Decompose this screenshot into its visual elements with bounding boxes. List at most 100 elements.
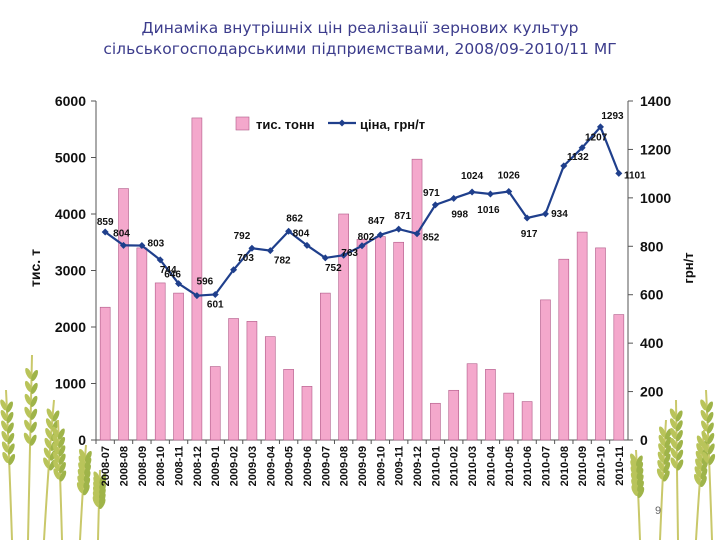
x-tick-label: 2009-03	[247, 446, 259, 486]
price-data-label: 859	[97, 217, 114, 228]
price-data-label: 763	[341, 248, 358, 259]
wheat-grain	[93, 471, 101, 483]
bar	[209, 366, 221, 441]
wheat-grain	[78, 448, 86, 461]
wheat-grain	[699, 475, 707, 488]
price-point	[578, 144, 586, 152]
wheat-grain	[45, 428, 53, 440]
wheat-grain	[7, 432, 15, 445]
wheat-grain	[77, 468, 85, 480]
wheat-grain	[24, 393, 32, 405]
wheat-grain	[700, 399, 708, 411]
right-tick-label: 600	[640, 287, 664, 303]
x-tick-label: 2009-08	[339, 446, 351, 486]
data-labels: 8598048037446465966017037927828628047527…	[97, 111, 646, 311]
wheat-grain	[669, 418, 677, 430]
bar	[283, 369, 294, 441]
wheat-grain	[93, 476, 101, 488]
x-tick-label: 2008-08	[119, 446, 131, 486]
wheat-grain	[43, 447, 51, 459]
x-tick-label: 2010-08	[559, 446, 571, 486]
wheat-grain	[657, 451, 665, 463]
x-tick-label: 2008-07	[100, 446, 112, 486]
right-tick-label: 0	[640, 432, 648, 448]
bar-series	[99, 117, 625, 441]
wheat-grain	[702, 451, 710, 464]
wheat-grain	[57, 428, 65, 440]
price-data-label: 601	[207, 299, 224, 310]
price-point	[120, 241, 128, 249]
x-tick-label: 2009-12	[412, 446, 424, 486]
x-tick-label: 2008-12	[192, 446, 204, 486]
price-data-label: 1293	[601, 111, 624, 122]
bar	[613, 314, 625, 441]
price-point	[266, 247, 274, 255]
price-point	[450, 194, 458, 202]
price-data-label: 1101	[624, 170, 646, 181]
wheat-grain	[693, 473, 701, 486]
wheat-grain	[6, 401, 14, 413]
wheat-grain	[92, 486, 100, 498]
bar	[356, 239, 368, 441]
price-data-label: 804	[293, 228, 310, 239]
price-data-label: 971	[423, 188, 440, 199]
price-data-label: 1026	[498, 171, 521, 182]
price-data-label: 802	[358, 232, 375, 243]
wheat-grain	[675, 420, 683, 432]
wheat-grain	[708, 453, 716, 466]
price-point	[101, 228, 109, 236]
slide-title: Динаміка внутрішніх цін реалізації зерно…	[0, 18, 720, 60]
price-data-label: 596	[197, 277, 214, 288]
wheat-grain	[84, 464, 91, 476]
wheat-grain	[636, 474, 644, 486]
x-tick-label: 2009-02	[229, 446, 241, 486]
price-point	[138, 242, 146, 250]
price-data-label: 871	[394, 211, 411, 222]
wheat-grain	[84, 450, 92, 463]
x-tick-label: 2009-09	[357, 446, 369, 486]
wheat-grain	[695, 450, 703, 462]
bar	[191, 117, 203, 441]
wheat-grain	[669, 408, 677, 420]
wheat-grain	[676, 439, 684, 451]
wheat-grain	[92, 491, 100, 503]
price-point	[248, 244, 256, 252]
wheat-grain	[701, 420, 708, 432]
wheat-stalk	[675, 399, 679, 540]
left-tick-label: 0	[78, 432, 86, 448]
price-point	[156, 256, 164, 264]
wheat-grain	[707, 422, 714, 434]
wheat-grain	[52, 410, 60, 422]
wheat-grain	[664, 436, 672, 448]
wheat-grain	[631, 478, 638, 490]
bar	[99, 306, 111, 441]
wheat-grain	[58, 453, 66, 465]
left-tick-label: 3000	[55, 263, 86, 279]
wheat-grain	[29, 434, 37, 446]
legend-bar-swatch	[235, 116, 250, 131]
wheat-grain	[76, 482, 84, 494]
bar	[558, 258, 570, 441]
legend-label-price: ціна, грн/т	[360, 117, 425, 132]
wheat-stalk	[705, 389, 713, 540]
price-point	[413, 230, 421, 238]
wheat-grain	[701, 441, 709, 453]
wheat-grain	[45, 418, 53, 430]
wheat-grain	[31, 369, 39, 382]
price-point	[596, 123, 604, 131]
price-data-label: 852	[423, 233, 440, 244]
x-tick-label: 2009-05	[284, 446, 296, 486]
bar	[320, 292, 331, 441]
right-tick-label: 1000	[640, 190, 671, 206]
wheat-grain	[664, 445, 671, 457]
bar	[576, 231, 588, 441]
wheat-grain	[24, 380, 32, 392]
left-tick-label: 4000	[55, 206, 86, 222]
wheat-grain	[30, 408, 38, 420]
price-point	[376, 231, 384, 239]
price-data-label: 1016	[477, 205, 500, 216]
wheat-grain	[44, 437, 52, 449]
bar	[540, 299, 551, 441]
wheat-grain	[51, 426, 59, 438]
